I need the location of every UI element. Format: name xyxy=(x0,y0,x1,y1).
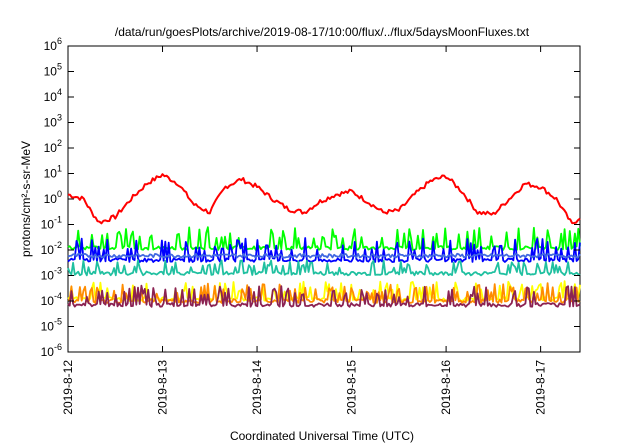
x-tick-label: 2019-8-16 xyxy=(439,360,453,415)
y-tick-label: 106 xyxy=(44,36,62,53)
y-tick-label: 10-1 xyxy=(41,215,62,232)
x-tick-label: 2019-8-15 xyxy=(345,360,359,415)
y-tick-label: 10-2 xyxy=(41,240,62,257)
y-tick-label: 10-5 xyxy=(41,317,62,334)
y-tick-label: 100 xyxy=(44,189,62,206)
y-axis-ticks: 10-6 10-5 10-4 10-3 10-2 10-1 100 101 102 103 104 1… xyxy=(41,36,580,359)
y-tick-label: 10-3 xyxy=(41,266,62,283)
y-tick-label: 102 xyxy=(44,138,62,155)
chart-title: /data/run/goesPlots/archive/2019-08-17/1… xyxy=(115,25,530,39)
x-axis-ticks: 2019-8-12 2019-8-13 2019-8-14 2019-8-15 2019… xyxy=(61,46,548,415)
series-line-4 xyxy=(67,259,581,277)
series-line-0 xyxy=(67,173,581,225)
y-axis-label: protons/cm²-s-sr-MeV xyxy=(19,141,33,257)
x-tick-label: 2019-8-17 xyxy=(534,360,548,415)
x-tick-label: 2019-8-12 xyxy=(61,360,75,415)
series-line-3 xyxy=(67,252,581,259)
y-tick-label: 103 xyxy=(44,113,62,130)
y-tick-label: 104 xyxy=(44,87,62,104)
series-line-6 xyxy=(67,282,581,304)
series-layer xyxy=(67,173,581,308)
x-tick-label: 2019-8-13 xyxy=(156,360,170,415)
y-tick-label: 101 xyxy=(44,164,62,181)
y-tick-label: 10-6 xyxy=(41,342,62,359)
series-line-7 xyxy=(67,284,581,308)
series-line-2 xyxy=(67,237,581,263)
series-line-1 xyxy=(67,226,581,251)
x-tick-label: 2019-8-14 xyxy=(250,360,264,415)
y-tick-label: 10-4 xyxy=(41,291,62,308)
y-tick-label: 105 xyxy=(44,62,62,79)
x-axis-label: Coordinated Universal Time (UTC) xyxy=(230,429,414,443)
